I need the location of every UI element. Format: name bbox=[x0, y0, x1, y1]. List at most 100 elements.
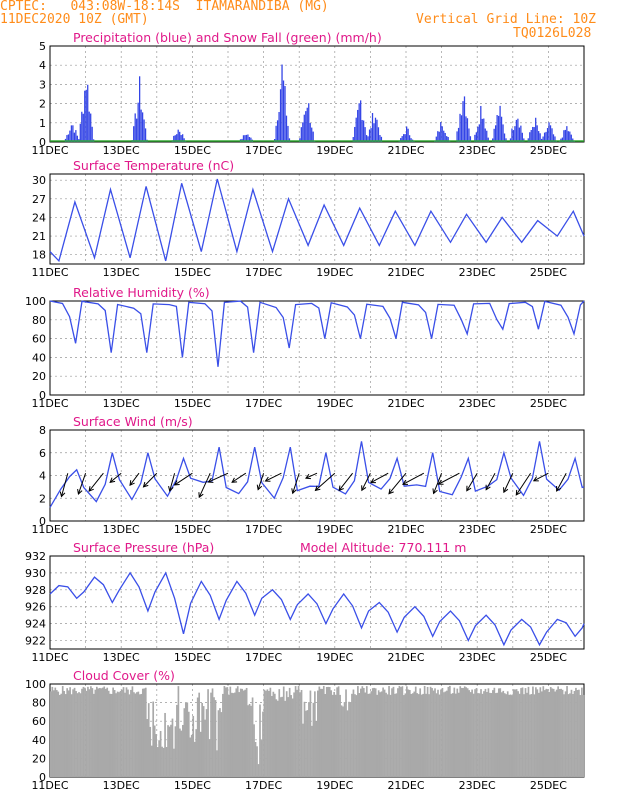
cloud-cover-bar bbox=[217, 710, 220, 777]
precip-bar bbox=[483, 118, 485, 142]
cloud-cover-bar bbox=[535, 687, 537, 777]
cloud-cover-bar bbox=[346, 710, 349, 777]
y-tick-label: 30 bbox=[32, 174, 46, 187]
cloud-cover-bar bbox=[581, 687, 583, 777]
cloud-cover-bar bbox=[358, 693, 361, 777]
cloud-cover-bar bbox=[287, 697, 290, 777]
y-tick-label: 100 bbox=[25, 678, 46, 691]
y-tick-label: 930 bbox=[25, 567, 46, 580]
y-tick-label: 80 bbox=[32, 697, 46, 710]
precip-bar bbox=[140, 109, 142, 142]
cloud-cover-bar bbox=[371, 688, 374, 777]
cloud-cover-bar bbox=[512, 689, 515, 777]
cloud-cover-bar bbox=[468, 690, 470, 777]
precip-bar bbox=[308, 103, 310, 142]
cloud-cover-bar bbox=[456, 688, 459, 777]
cloud-cover-bar bbox=[265, 690, 267, 777]
cloud-cover-bar bbox=[220, 712, 223, 777]
cloud-cover-bar bbox=[94, 689, 97, 777]
cloud-cover-bar bbox=[161, 746, 163, 777]
precip-bar bbox=[459, 113, 461, 142]
wind-arrow bbox=[174, 472, 193, 486]
cloud-cover-bar bbox=[503, 693, 506, 777]
cloud-cover-bar bbox=[57, 691, 60, 777]
precip-bar bbox=[543, 132, 546, 142]
precip-bar bbox=[306, 107, 308, 142]
x-tick-label: 15DEC bbox=[174, 144, 211, 157]
precip-bar bbox=[284, 86, 286, 142]
wind-arrow-head bbox=[402, 479, 408, 485]
precip-bar bbox=[533, 127, 535, 142]
cloud-cover-bar bbox=[186, 702, 189, 777]
cloud-cover-bar bbox=[275, 699, 278, 777]
precip-bar bbox=[400, 138, 402, 142]
cloud-cover-bar bbox=[496, 692, 499, 777]
cloud-cover-bar bbox=[447, 686, 450, 777]
cloud-cover-bar bbox=[171, 718, 174, 777]
cloud-cover-bar bbox=[453, 687, 456, 777]
cloud-cover-bar bbox=[228, 694, 230, 777]
cloud-cover-bar bbox=[139, 694, 141, 777]
cloud-cover-bar bbox=[403, 695, 405, 777]
x-tick-label: 15DEC bbox=[174, 266, 211, 279]
cloud-cover-bar bbox=[103, 686, 106, 777]
y-tick-label: 40 bbox=[32, 734, 46, 747]
cloud-cover-bar bbox=[524, 688, 527, 777]
cloud-cover-bar bbox=[131, 686, 134, 777]
cloud-cover-bar bbox=[314, 691, 316, 777]
cloud-cover-bar bbox=[242, 690, 245, 777]
precip-bar bbox=[401, 136, 403, 142]
cloud-cover-bar bbox=[201, 702, 203, 777]
cloud-cover-bar bbox=[233, 692, 236, 777]
cloud-cover-bar bbox=[87, 686, 89, 777]
cloud-cover-bar bbox=[554, 691, 557, 777]
cloud-cover-bar bbox=[579, 695, 582, 777]
precip-bar bbox=[512, 130, 515, 142]
cloud-cover-bar bbox=[238, 692, 241, 777]
wind-arrow-head bbox=[388, 488, 394, 495]
y-tick-label: 20 bbox=[32, 752, 46, 765]
precip-bar bbox=[403, 134, 405, 142]
cloud-cover-bar bbox=[416, 693, 419, 777]
cloud-cover-bar bbox=[91, 688, 94, 777]
cloud-cover-bar bbox=[463, 686, 466, 777]
cloud-cover-bar bbox=[50, 691, 52, 777]
cloud-cover-bar bbox=[82, 686, 85, 777]
precip-bar bbox=[551, 128, 553, 142]
y-tick-label: 80 bbox=[32, 314, 46, 327]
cloud-cover-bar bbox=[81, 688, 83, 777]
cloud-cover-bar bbox=[155, 734, 157, 777]
precip-bar bbox=[250, 137, 252, 142]
wind-arrow bbox=[556, 472, 567, 492]
cloud-cover-bar bbox=[303, 701, 306, 777]
wind-arrow bbox=[169, 473, 176, 492]
precip-bar bbox=[440, 122, 442, 142]
cloud-cover-bar bbox=[576, 690, 579, 777]
precip-bar bbox=[183, 138, 185, 142]
y-tick-label: 922 bbox=[25, 635, 46, 648]
cloud-cover-bar bbox=[244, 689, 246, 777]
cloud-cover-bar bbox=[434, 688, 436, 777]
cloud-cover-bar bbox=[365, 686, 368, 777]
x-tick-label: 23DEC bbox=[459, 779, 496, 792]
precip-bar bbox=[379, 135, 381, 142]
humidity-series bbox=[49, 300, 585, 367]
cloud-cover-bar bbox=[202, 706, 205, 777]
cloud-cover-bar bbox=[70, 694, 73, 777]
wind-arrow bbox=[208, 472, 229, 483]
cloud-cover-bar bbox=[426, 686, 429, 777]
cloud-cover-bar bbox=[208, 739, 211, 777]
cloud-cover-bar bbox=[300, 689, 303, 777]
cloud-cover-bar bbox=[211, 688, 214, 777]
cloud-cover-bar bbox=[526, 692, 528, 777]
y-tick-label: 1 bbox=[39, 117, 46, 130]
wind-arrow-head bbox=[338, 485, 344, 492]
cloud-cover-bar bbox=[567, 694, 570, 777]
x-tick-label: 25DEC bbox=[530, 266, 567, 279]
precip-bar bbox=[87, 84, 89, 142]
cloud-cover-bar bbox=[263, 689, 266, 777]
cloud-cover-bar bbox=[483, 691, 485, 777]
cloud-cover-bar bbox=[223, 686, 226, 777]
precip-bar bbox=[438, 131, 440, 142]
wind-arrow bbox=[433, 473, 443, 494]
